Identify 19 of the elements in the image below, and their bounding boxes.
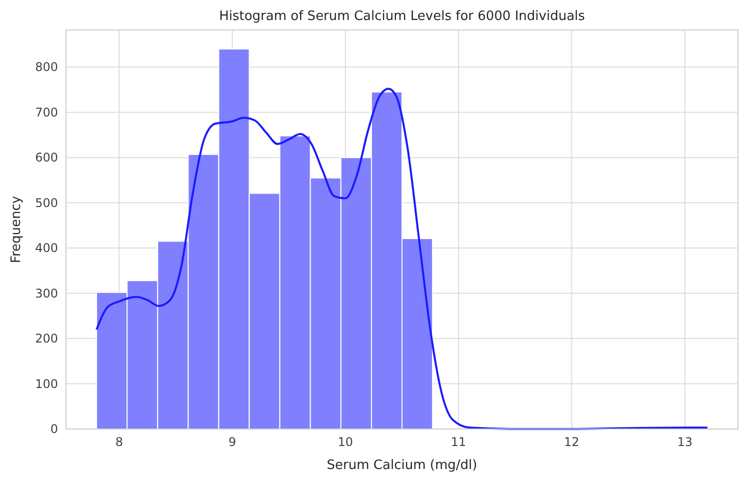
x-tick-label: 10 [338, 435, 354, 449]
x-tick-label: 8 [115, 435, 123, 449]
x-tick-label: 12 [564, 435, 580, 449]
line-series [96, 88, 708, 430]
chart-title: Histogram of Serum Calcium Levels for 6000 Individuals [219, 9, 586, 24]
x-axis-title: Serum Calcium (mg/dl) [326, 458, 478, 473]
y-tick-label: 300 [35, 286, 58, 300]
y-tick-label: 800 [35, 60, 58, 74]
y-tick-label: 600 [35, 150, 58, 165]
x-tick-label: 9 [228, 435, 236, 449]
y-axis-title: Frequency [9, 196, 24, 264]
x-tick-label: 13 [677, 435, 692, 449]
y-tick-label: 100 [35, 376, 58, 391]
x-tick-label: 11 [450, 435, 466, 449]
y-tick-label: 400 [35, 241, 58, 256]
y-tick-label: 700 [35, 105, 58, 120]
y-tick-label: 200 [35, 332, 58, 346]
y-tick-label: 0 [50, 422, 58, 436]
y-tick-label: 500 [35, 196, 58, 210]
